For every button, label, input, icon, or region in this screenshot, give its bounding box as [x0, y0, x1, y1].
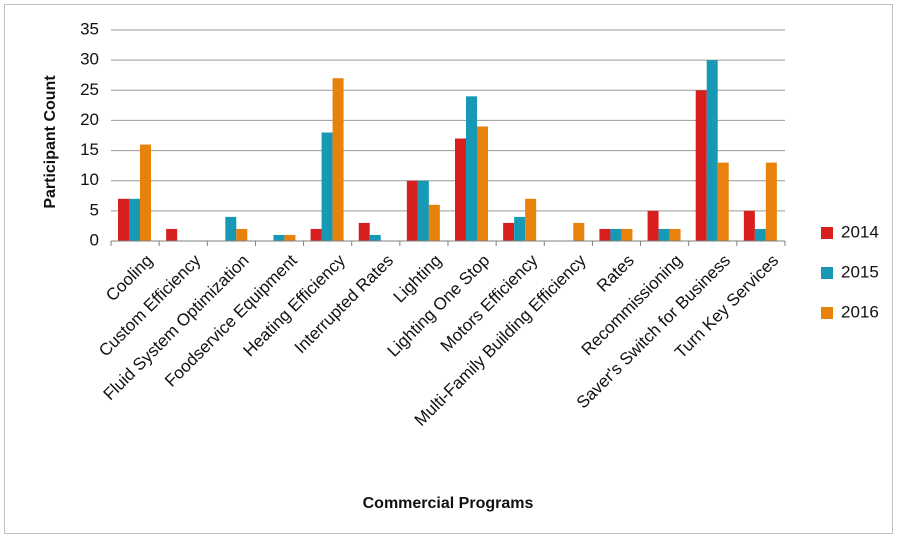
bar-2015 — [369, 234, 381, 241]
bar-2014 — [695, 90, 707, 242]
bar-2016 — [669, 228, 681, 241]
x-axis-title: Commercial Programs — [363, 495, 534, 512]
bar-2014 — [503, 222, 515, 241]
bar-2014 — [599, 228, 611, 241]
bar-2014 — [647, 210, 659, 241]
bar-2015 — [129, 198, 140, 241]
legend-label: 2016 — [841, 302, 879, 321]
bars — [118, 60, 777, 242]
gridlines — [111, 29, 785, 212]
y-tick-label: 10 — [80, 170, 99, 189]
bar-2016 — [332, 78, 344, 241]
y-tick-label: 15 — [80, 140, 99, 159]
y-tick-labels: 0 5 10 15 20 25 30 35 — [80, 19, 99, 249]
y-tick-label: 30 — [80, 50, 99, 69]
bar-2015 — [610, 228, 622, 241]
y-tick-label: 35 — [80, 19, 99, 38]
bar-2016 — [525, 198, 537, 241]
y-tick-label: 5 — [90, 200, 99, 219]
bar-2015 — [754, 228, 766, 241]
y-tick-label: 0 — [90, 230, 99, 249]
bar-2014 — [406, 180, 418, 241]
bar-2016 — [621, 228, 633, 241]
bar-2015 — [417, 180, 429, 241]
bar-2016 — [284, 234, 296, 241]
bar-2014 — [310, 228, 322, 241]
bar-2016 — [765, 162, 777, 241]
bar-2016 — [573, 222, 585, 241]
bar-2014 — [743, 210, 755, 241]
bar-2014 — [358, 222, 370, 241]
bar-2016 — [477, 126, 488, 241]
bar-2015 — [321, 132, 333, 241]
bar-2015 — [658, 228, 670, 241]
bar-2015 — [225, 216, 237, 241]
bar-2015 — [706, 60, 718, 242]
x-tick-label: Rates — [593, 251, 638, 296]
bar-2014 — [166, 228, 178, 241]
bar-2016 — [717, 162, 729, 241]
bar-2015 — [273, 234, 285, 241]
bar-2015 — [466, 96, 477, 241]
y-tick-label: 20 — [80, 110, 99, 129]
chart-frame — [4, 4, 893, 534]
legend-label: 2014 — [841, 222, 879, 241]
y-tick-label: 25 — [80, 80, 99, 99]
legend: 2014 2015 2016 — [821, 222, 879, 321]
bar-2014 — [455, 138, 466, 241]
bar-2014 — [118, 198, 129, 241]
bar-2016 — [236, 228, 248, 241]
legend-swatch-2014 — [821, 227, 833, 239]
bar-2016 — [428, 204, 440, 241]
axes — [110, 240, 786, 246]
legend-swatch-2015 — [821, 267, 833, 279]
bar-2016 — [140, 144, 151, 241]
legend-swatch-2016 — [821, 307, 833, 319]
bar-2015 — [514, 216, 526, 241]
legend-label: 2015 — [841, 262, 879, 281]
y-axis-title: Participant Count — [42, 75, 59, 209]
